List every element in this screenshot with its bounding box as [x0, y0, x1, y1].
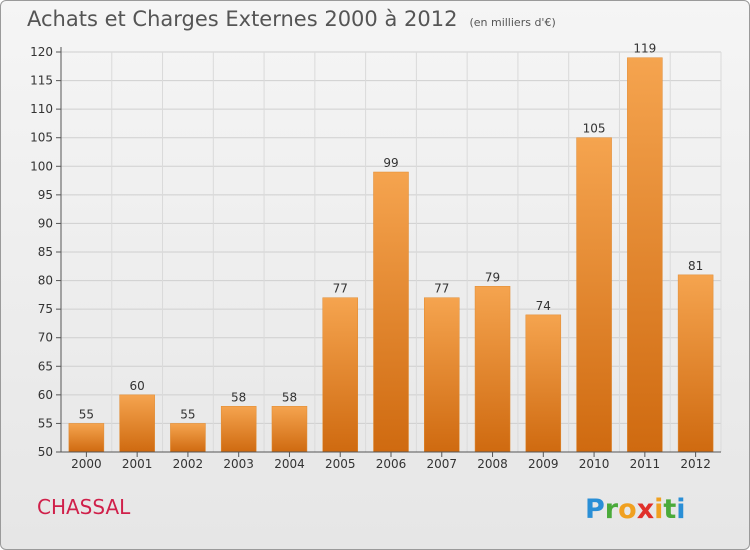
- bar-2007: [424, 297, 460, 453]
- x-tick-label: 2000: [71, 457, 102, 471]
- y-tick-label: 100: [30, 159, 53, 173]
- chart-title: Achats et Charges Externes 2000 à 2012 (e…: [27, 7, 556, 31]
- chart-title-text: Achats et Charges Externes 2000 à 2012: [27, 7, 458, 31]
- svg-text:Proxiti: Proxiti: [585, 494, 686, 525]
- y-tick-label: 115: [30, 74, 53, 88]
- x-tick-label: 2009: [528, 457, 559, 471]
- value-label: 58: [282, 390, 297, 404]
- bar-2011: [627, 57, 663, 453]
- bar-2009: [525, 314, 562, 453]
- y-tick-label: 65: [38, 359, 53, 373]
- y-tick-label: 75: [38, 302, 53, 316]
- y-tick-label: 50: [38, 445, 53, 459]
- place-name: CHASSAL: [37, 495, 131, 519]
- bar-2006: [373, 171, 409, 453]
- value-label: 77: [333, 282, 348, 296]
- x-tick-label: 2012: [680, 457, 711, 471]
- y-tick-label: 80: [38, 274, 53, 288]
- y-tick-label: 85: [38, 245, 53, 259]
- bar-2001: [119, 394, 155, 453]
- y-tick-label: 90: [38, 216, 53, 230]
- y-tick-label: 110: [30, 102, 53, 116]
- proxiti-logo: Proxiti: [585, 494, 686, 525]
- bar-2012: [677, 274, 714, 453]
- x-tick-label: 2006: [376, 457, 407, 471]
- bar-2000: [68, 423, 105, 453]
- value-label: 105: [583, 122, 606, 136]
- value-label: 119: [633, 42, 656, 56]
- y-tick-label: 70: [38, 331, 53, 345]
- y-tick-label: 120: [30, 45, 53, 59]
- x-tick-label: 2011: [630, 457, 661, 471]
- value-label: 77: [434, 282, 449, 296]
- value-label: 55: [180, 407, 195, 421]
- x-tick-label: 2008: [477, 457, 508, 471]
- x-tick-label: 2003: [223, 457, 254, 471]
- x-tick-label: 2004: [274, 457, 305, 471]
- value-label: 55: [79, 407, 94, 421]
- x-tick-label: 2002: [173, 457, 204, 471]
- chart-subtitle: (en milliers d'€): [469, 16, 556, 29]
- bar-2005: [322, 297, 358, 453]
- value-label: 99: [383, 156, 398, 170]
- x-tick-label: 2007: [426, 457, 457, 471]
- y-tick-label: 95: [38, 188, 53, 202]
- bar-2004: [271, 406, 308, 453]
- y-tick-label: 60: [38, 388, 53, 402]
- value-label: 79: [485, 270, 500, 284]
- bar-2002: [170, 423, 206, 453]
- bar-2003: [220, 406, 257, 453]
- x-tick-label: 2005: [325, 457, 356, 471]
- value-label: 81: [688, 259, 703, 273]
- value-label: 58: [231, 390, 246, 404]
- x-tick-label: 2001: [122, 457, 153, 471]
- bar-2008: [474, 286, 511, 453]
- value-label: 74: [536, 299, 551, 313]
- y-tick-label: 55: [38, 416, 53, 430]
- bar-2010: [576, 137, 612, 453]
- value-label: 60: [130, 379, 145, 393]
- y-tick-label: 105: [30, 131, 53, 145]
- x-tick-label: 2010: [579, 457, 610, 471]
